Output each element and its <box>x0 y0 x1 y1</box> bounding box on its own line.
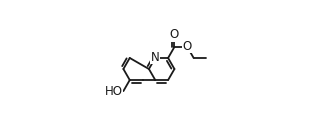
Text: N: N <box>151 51 160 64</box>
Text: O: O <box>170 28 179 41</box>
Text: O: O <box>183 40 192 53</box>
Text: HO: HO <box>105 85 123 98</box>
